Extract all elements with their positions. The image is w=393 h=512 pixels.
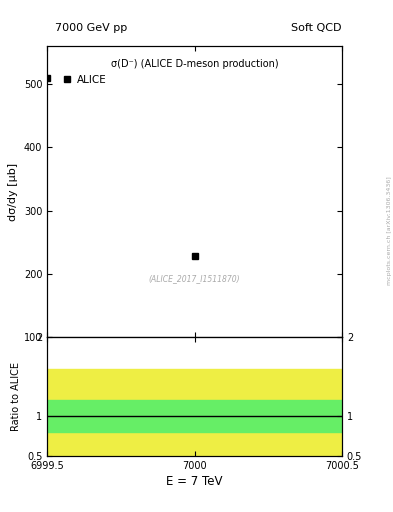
Text: Soft QCD: Soft QCD: [292, 23, 342, 33]
Y-axis label: dσ/dy [μb]: dσ/dy [μb]: [8, 163, 18, 221]
Text: (ALICE_2017_I1511870): (ALICE_2017_I1511870): [149, 274, 241, 284]
Text: 7000 GeV pp: 7000 GeV pp: [55, 23, 127, 33]
Text: mcplots.cern.ch [arXiv:1306.3436]: mcplots.cern.ch [arXiv:1306.3436]: [387, 176, 392, 285]
X-axis label: E = 7 TeV: E = 7 TeV: [166, 475, 223, 488]
Line: ALICE: ALICE: [44, 75, 197, 259]
ALICE: [192, 253, 197, 260]
Text: σ(D⁻) (ALICE D-meson production): σ(D⁻) (ALICE D-meson production): [111, 59, 278, 69]
ALICE: [45, 75, 50, 81]
Y-axis label: Ratio to ALICE: Ratio to ALICE: [11, 362, 21, 431]
Legend: ALICE: ALICE: [58, 72, 110, 88]
